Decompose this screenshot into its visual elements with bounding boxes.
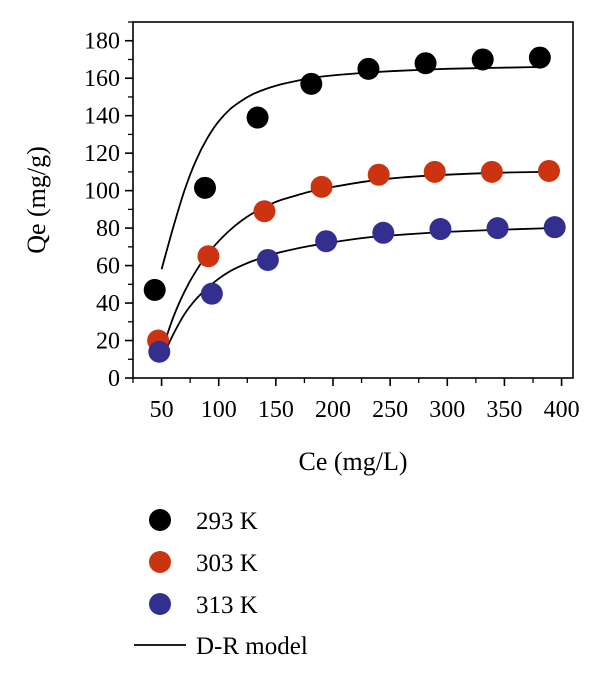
data-point-293k [143,278,166,301]
data-point-313k [429,218,452,241]
y-tick-label: 120 [84,141,120,167]
legend-item-293k: 293 K [149,508,258,535]
data-point-313k [315,230,338,253]
legend-label-303k: 303 K [196,550,258,577]
x-tick-label: 50 [150,397,174,423]
data-point-313k [256,248,279,271]
legend-label-dr-model: D-R model [196,633,308,660]
x-tick-label: 100 [201,397,237,423]
y-tick-label: 80 [96,216,120,242]
x-tick-label: 300 [429,397,465,423]
data-point-303k [253,200,276,223]
legend: 293 K 303 K 313 K D-R model [134,508,308,660]
data-point-293k [194,176,216,199]
data-point-303k [538,159,560,182]
y-tick-label: 100 [84,179,120,205]
y-tick-label: 20 [96,329,120,355]
x-axis-label: Ce (mg/L) [298,447,407,476]
x-tick-label: 150 [258,397,294,423]
data-point-303k [480,160,503,183]
data-point-303k [197,245,220,268]
plot-frame [132,21,574,379]
y-tick-label: 140 [84,104,120,130]
data-point-313k [543,216,566,239]
data-point-303k [367,163,390,186]
data-point-313k [200,282,223,305]
legend-marker-293k [149,509,171,531]
y-tick-label: 160 [84,66,120,92]
legend-marker-313k [149,593,171,615]
data-point-303k [423,160,446,183]
data-point-293k [528,46,551,69]
data-point-303k [310,175,333,198]
legend-item-dr-model: D-R model [134,633,308,660]
data-point-293k [414,52,437,75]
data-point-313k [148,340,171,363]
legend-item-313k: 313 K [149,592,258,619]
y-tick-label: 40 [96,291,120,317]
legend-label-313k: 313 K [196,592,258,619]
x-axis: 50 100 150 200 250 300 350 400 [132,378,580,423]
data-point-313k [486,217,509,240]
data-point-293k [471,48,494,71]
fit-curves [160,66,551,360]
fit-curve-0 [160,66,539,270]
x-tick-label: 400 [544,397,580,423]
legend-marker-303k [149,551,171,573]
y-tick-label: 60 [96,254,120,280]
legend-item-303k: 303 K [149,550,258,577]
y-tick-label: 0 [108,366,120,392]
data-point-293k [300,72,323,95]
y-axis-label: Qe (mg/g) [22,146,51,254]
y-tick-label: 180 [84,29,120,55]
data-point-293k [246,106,269,129]
x-tick-label: 200 [315,397,351,423]
x-tick-label: 250 [372,397,408,423]
y-axis: 0 20 40 60 80 100 120 140 160 180 [84,21,133,392]
data-point-293k [357,57,380,80]
plot-area [132,21,574,379]
data-points [143,46,566,363]
fit-curve-1 [160,171,545,353]
legend-label-293k: 293 K [196,508,258,535]
x-tick-label: 350 [486,397,522,423]
data-point-313k [372,221,395,244]
